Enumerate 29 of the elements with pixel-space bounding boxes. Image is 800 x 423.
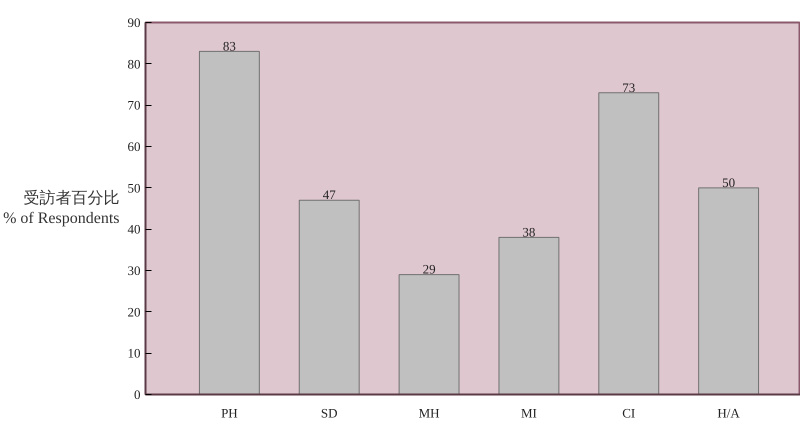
bar <box>498 236 560 394</box>
bar <box>298 200 360 394</box>
y-tick-label: 40 <box>128 222 140 237</box>
y-tick-label: 20 <box>128 304 140 320</box>
bar <box>598 92 660 394</box>
y-tick-label: 50 <box>128 180 140 196</box>
x-tick-label: MI <box>520 406 537 420</box>
y-tick-label: 10 <box>128 346 140 361</box>
data-label: 29 <box>422 262 436 277</box>
data-label: 73 <box>622 80 636 95</box>
bar <box>698 187 760 394</box>
data-label: 38 <box>522 224 536 240</box>
y-tick-label: 70 <box>128 98 140 113</box>
x-tick-label: MH <box>418 406 440 420</box>
y-tick-label: 0 <box>134 387 140 402</box>
y-axis-title: 受訪者百分比 % of Respondents <box>3 188 120 228</box>
bar <box>198 50 260 394</box>
bar <box>398 274 460 394</box>
x-tick-label: H/A <box>717 406 740 420</box>
y-tick-label: 80 <box>128 56 140 72</box>
x-tick-label: CI <box>622 406 636 420</box>
y-tick-label: 90 <box>128 15 140 30</box>
x-tick-label: PH <box>221 406 238 420</box>
x-tick-label: SD <box>320 406 338 420</box>
data-label: 83 <box>222 38 236 54</box>
data-label: 50 <box>722 174 736 190</box>
y-tick-label: 60 <box>128 139 140 154</box>
data-label: 47 <box>322 187 336 202</box>
y-tick-label: 30 <box>128 263 140 278</box>
